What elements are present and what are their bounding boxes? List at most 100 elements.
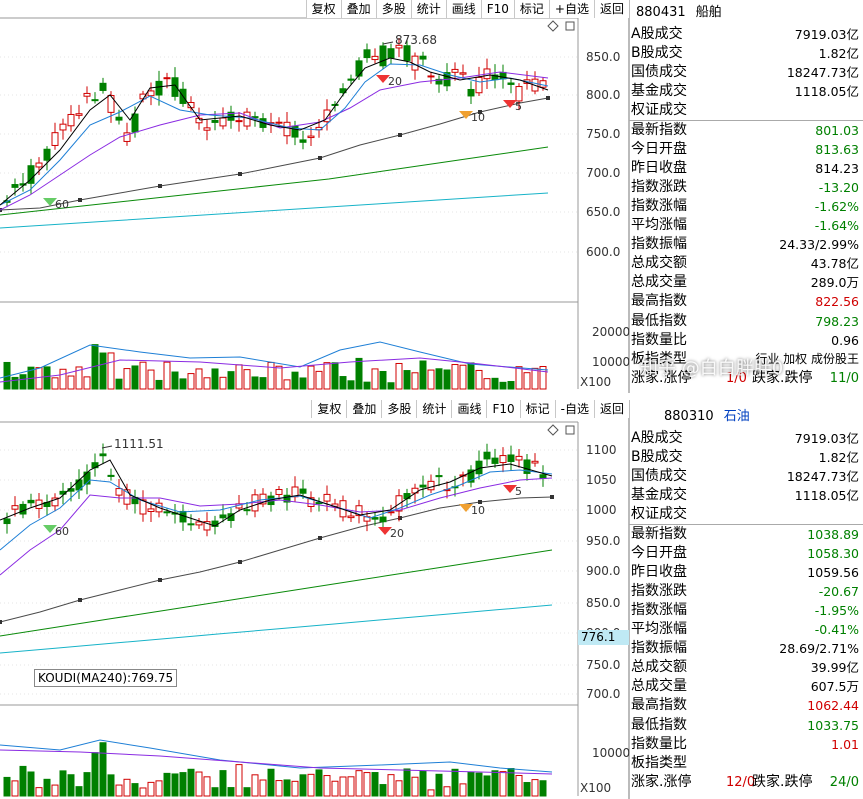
volume-bar-up	[147, 781, 155, 797]
candle-up	[539, 80, 547, 88]
volume-bar-up	[51, 377, 59, 390]
volume-bar-down	[491, 377, 499, 390]
stock-name: 石油	[723, 409, 750, 424]
bottom-kline-chart[interactable]: 110010501000950.0900.0850.0800.0750.0700…	[0, 400, 630, 799]
volume-bar-down	[355, 357, 363, 390]
volume-bar-down	[467, 362, 475, 390]
candle-up	[35, 162, 43, 168]
volume-bar-up	[395, 780, 403, 797]
toolbar-button[interactable]: F10	[480, 0, 514, 18]
volume-bar-up	[523, 372, 531, 390]
candle-down	[435, 78, 443, 85]
downup-label: 跌家.跌停	[752, 773, 813, 790]
candle-down	[403, 45, 411, 61]
toolbar-button[interactable]: 统计	[416, 400, 452, 418]
volume-bar-up	[267, 361, 275, 390]
volume-bar-up	[347, 776, 355, 797]
stat-value: 1062.44	[807, 698, 859, 714]
price-tick-label: 950.0	[586, 534, 620, 548]
volume-bar-down	[379, 370, 387, 390]
stat-row: B股成交 1.82亿	[629, 448, 863, 467]
candle-up	[459, 72, 467, 75]
diamond-icon	[547, 20, 559, 32]
toolbar-button[interactable]: 返回	[593, 0, 629, 18]
candle-up	[499, 455, 507, 464]
volume-bar-down	[483, 775, 491, 797]
candle-up	[283, 121, 291, 137]
volume-bar-up	[355, 770, 363, 797]
ma120-line	[0, 146, 549, 216]
toolbar-button[interactable]: F10	[486, 400, 520, 418]
stat-value: -13.20	[818, 179, 859, 195]
stat-row: 指数涨幅 -1.62%	[629, 197, 863, 216]
toolbar-button[interactable]: 标记	[513, 0, 549, 18]
candle-down	[131, 113, 139, 133]
volume-bar-up	[459, 783, 467, 797]
volume-bar-up	[331, 780, 339, 797]
toolbar-button[interactable]: 画线	[451, 400, 487, 418]
volume-bar-up	[203, 377, 211, 390]
toolbar-button[interactable]: 返回	[593, 400, 629, 418]
stat-value: 28.69/2.71%	[779, 641, 859, 657]
top-kline-chart[interactable]: 850.0 800.0 750.0 700.0 650.0 600.0 20000 10000…	[0, 0, 630, 395]
stat-label: 最新指数	[631, 525, 687, 542]
ma60-marker	[398, 133, 402, 137]
stat-value: -0.41%	[814, 622, 859, 637]
stat-value: 813.63	[815, 141, 859, 157]
volume-ma-line	[0, 341, 549, 379]
ma-marker-icon	[43, 198, 57, 206]
stat-row: 国债成交 18247.73亿	[629, 467, 863, 486]
watermark: 知乎 @白白胖胖0	[640, 358, 784, 379]
volume-bar-down	[443, 369, 451, 390]
volume-tick-label: 10000	[592, 746, 630, 760]
downup-value: 24/0	[829, 774, 859, 790]
toolbar-button[interactable]: +自选	[548, 0, 594, 18]
ma60-marker	[546, 96, 550, 100]
stat-label: 最高指数	[631, 293, 687, 310]
candle-up	[83, 92, 91, 97]
period-high-label: 873.68	[395, 33, 437, 47]
volume-bar-down	[451, 768, 459, 797]
toolbar-button[interactable]: 标记	[519, 400, 555, 418]
candle-down	[27, 499, 35, 504]
toolbar-button[interactable]: 多股	[375, 0, 411, 18]
volume-bar-down	[419, 771, 427, 797]
candle-down	[107, 474, 115, 477]
stat-label: 权证成交	[631, 102, 687, 119]
volume-bar-up	[363, 772, 371, 797]
stat-label: 今日开盘	[631, 544, 687, 561]
stat-row: 最高指数 822.56	[629, 292, 863, 311]
ma60-marker	[158, 578, 162, 582]
stat-label: A股成交	[631, 26, 683, 42]
toolbar-button[interactable]: 画线	[445, 0, 481, 18]
stat-value[interactable]: 行业 加权 成份股王	[755, 351, 859, 366]
candle-down	[467, 469, 475, 483]
volume-bar-up	[531, 779, 539, 797]
volume-bar-down	[339, 376, 347, 390]
volume-bar-up	[187, 373, 195, 390]
toolbar-button[interactable]: 多股	[381, 400, 417, 418]
stat-row: B股成交 1.82亿	[629, 44, 863, 63]
toolbar-button[interactable]: 叠加	[346, 400, 382, 418]
volume-bar-up	[123, 368, 131, 390]
volume-bar-up	[291, 780, 299, 797]
candle-down	[387, 48, 395, 59]
candle-up	[371, 55, 379, 61]
toolbar-button[interactable]: 叠加	[340, 0, 376, 18]
toolbar-button[interactable]: 复权	[311, 400, 347, 418]
toolbar-button[interactable]: 统计	[410, 0, 446, 18]
candle-up	[123, 132, 131, 142]
index-type-row: 板指类型	[629, 754, 863, 773]
ma-marker-label: 10	[471, 504, 485, 517]
candle-down	[115, 116, 123, 121]
candle-up	[427, 480, 435, 491]
candle-down	[91, 99, 99, 102]
ma60-marker	[318, 156, 322, 160]
candle-down	[283, 494, 291, 503]
stat-label: 指数涨幅	[631, 197, 687, 214]
toolbar-button[interactable]: -自选	[554, 400, 594, 418]
toolbar-button[interactable]: 复权	[305, 0, 341, 18]
candle-up	[147, 508, 155, 512]
divider	[629, 120, 863, 122]
volume-bar-down	[131, 783, 139, 797]
